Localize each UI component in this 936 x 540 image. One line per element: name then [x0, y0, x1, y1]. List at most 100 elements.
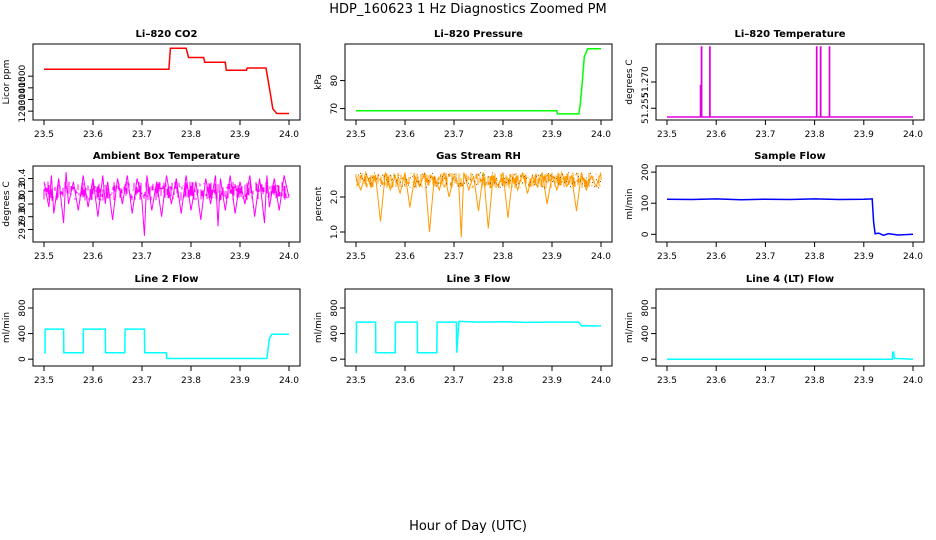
- x-tick-label: 23.5: [34, 376, 54, 386]
- y-axis-label: degrees C: [2, 181, 12, 226]
- y-tick-label: 30.2: [18, 181, 28, 201]
- series-line: [666, 198, 914, 237]
- y-tick-label: 100: [641, 194, 651, 211]
- y-axis-label: ml/min: [625, 312, 635, 343]
- panel-title: Sample Flow: [754, 151, 826, 162]
- panel-title: Line 2 Flow: [135, 274, 199, 285]
- x-tick-label: 23.8: [493, 130, 513, 140]
- x-tick-label: 23.7: [132, 130, 152, 140]
- x-tick-label: 23.8: [805, 376, 825, 386]
- panel-7: Line 2 Flow 23.5 23.6 23.7 23.8 23.9 24.0 0 400 8…: [2, 274, 301, 386]
- x-tick-label: 23.6: [395, 130, 415, 140]
- y-tick-label: 30.4: [18, 168, 28, 188]
- series-line: [43, 172, 290, 236]
- x-tick-label: 23.5: [657, 376, 677, 386]
- y-tick-label: 51.255: [641, 93, 651, 125]
- panel-2: Li–820 Pressure 23.5 23.6 23.7 23.8 23.9 24.0 7…: [314, 29, 613, 140]
- x-tick-label: 23.7: [444, 130, 464, 140]
- y-tick-label: 800: [330, 299, 340, 316]
- x-tick-label: 24.0: [279, 376, 299, 386]
- x-tick-label: 23.9: [854, 252, 874, 262]
- x-tick-label: 23.7: [755, 252, 775, 262]
- x-tick-label: 23.9: [854, 376, 874, 386]
- y-tick-label: 1300: [18, 88, 28, 111]
- series-line: [667, 46, 913, 118]
- plot-frame: [655, 43, 925, 121]
- x-tick-label: 23.6: [395, 252, 415, 262]
- y-tick-label: 2.0: [330, 190, 340, 205]
- panel-5: Gas Stream RH 23.5 23.6 23.7 23.8 23.9 24.0 1.0…: [314, 151, 613, 262]
- x-tick-label: 24.0: [903, 376, 923, 386]
- plot-frame: [344, 43, 613, 121]
- y-tick-label: 400: [641, 325, 651, 342]
- y-tick-label: 400: [330, 325, 340, 342]
- panel-8: Line 3 Flow 23.5 23.6 23.7 23.8 23.9 24.0 0 400 8…: [314, 274, 613, 386]
- x-tick-label: 23.9: [230, 252, 250, 262]
- panel-1: Li–820 CO2 23.5 23.6 23.7 23.8 23.9 24.0 120013…: [2, 29, 301, 140]
- plot-frame: [655, 288, 925, 367]
- y-axis-label: degrees C: [625, 59, 635, 104]
- y-tick-label: 200: [641, 163, 651, 180]
- x-tick-label: 23.7: [444, 376, 464, 386]
- plot-frame: [655, 165, 925, 243]
- x-tick-label: 23.6: [83, 376, 103, 386]
- x-tick-label: 23.7: [132, 252, 152, 262]
- plot-frame: [344, 288, 613, 367]
- panel-title: Li–820 CO2: [136, 29, 198, 40]
- series-line: [44, 328, 289, 360]
- x-tick-label: 24.0: [279, 252, 299, 262]
- x-tick-label: 23.6: [706, 376, 726, 386]
- x-tick-label: 23.8: [181, 376, 201, 386]
- y-tick-label: 0: [18, 356, 28, 362]
- y-tick-label: 80: [330, 75, 340, 87]
- x-tick-label: 23.7: [755, 376, 775, 386]
- y-tick-label: 0: [330, 356, 340, 362]
- x-tick-label: 23.5: [346, 130, 366, 140]
- y-tick-label: 0: [641, 231, 651, 237]
- y-tick-label: 1200: [18, 99, 28, 122]
- x-tick-label: 23.8: [181, 252, 201, 262]
- y-axis-label: ml/min: [314, 312, 324, 343]
- series-noise: [43, 181, 290, 201]
- panel-6: Sample Flow 23.5 23.6 23.7 23.8 23.9 24.0 0 100 2…: [625, 151, 925, 262]
- x-tick-label: 23.6: [706, 130, 726, 140]
- plot-frame: [32, 288, 301, 367]
- y-tick-label: 70: [330, 103, 340, 115]
- x-tick-label: 23.6: [706, 252, 726, 262]
- x-tick-label: 23.9: [230, 376, 250, 386]
- x-tick-label: 23.6: [83, 252, 103, 262]
- panel-3: Li–820 Temperature 23.5 23.6 23.7 23.8 23.9 24…: [625, 29, 925, 140]
- panel-title: Line 3 Flow: [447, 274, 511, 285]
- series-line: [667, 351, 914, 360]
- series-line: [356, 47, 601, 115]
- x-tick-label: 24.0: [903, 130, 923, 140]
- x-tick-label: 23.5: [34, 130, 54, 140]
- x-tick-label: 23.6: [83, 130, 103, 140]
- x-tick-label: 23.5: [34, 252, 54, 262]
- x-tick-label: 23.8: [493, 252, 513, 262]
- x-axis-label: Hour of Day (UTC): [409, 519, 527, 534]
- x-tick-label: 23.9: [230, 130, 250, 140]
- panel-title: Gas Stream RH: [436, 151, 521, 162]
- x-tick-label: 24.0: [591, 130, 611, 140]
- x-tick-label: 23.9: [854, 130, 874, 140]
- y-tick-label: 800: [18, 299, 28, 316]
- y-tick-label: 29.8: [18, 206, 28, 226]
- x-tick-label: 23.7: [755, 130, 775, 140]
- y-tick-label: 1.0: [330, 225, 340, 240]
- x-tick-label: 23.7: [132, 376, 152, 386]
- x-tick-label: 23.9: [542, 376, 562, 386]
- x-tick-label: 24.0: [591, 376, 611, 386]
- y-tick-label: 0: [641, 356, 651, 362]
- x-tick-label: 23.8: [493, 376, 513, 386]
- panel-title: Li–820 Temperature: [734, 29, 845, 40]
- x-tick-label: 23.6: [395, 376, 415, 386]
- y-axis-label: ml/min: [2, 312, 12, 343]
- y-axis-label: kPa: [314, 74, 324, 90]
- figure-title: HDP_160623 1 Hz Diagnostics Zoomed PM: [329, 2, 607, 17]
- x-tick-label: 23.8: [805, 130, 825, 140]
- panel-title: Li–820 Pressure: [434, 29, 523, 40]
- y-axis-label: Licor ppm: [2, 60, 12, 105]
- y-tick-label: 800: [641, 299, 651, 316]
